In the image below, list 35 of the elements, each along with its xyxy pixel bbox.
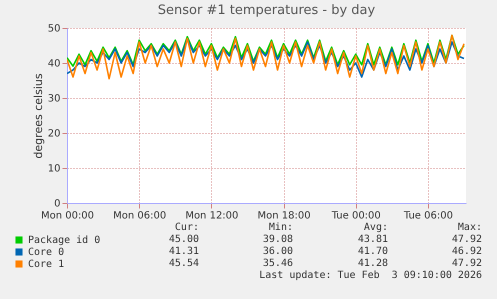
text: Last update: Tue Feb 3 09:10:00 2026: [259, 270, 482, 281]
text: Avg:: [364, 222, 388, 233]
text: 39.08: [262, 234, 293, 245]
y-tick-label: 30: [48, 94, 60, 104]
text: 47.92: [452, 258, 482, 269]
y-axis-title: degrees celsius: [32, 73, 45, 159]
y-tick-label: 20: [48, 128, 60, 140]
text: 41.70: [358, 246, 388, 257]
legend-label: Core 0: [28, 247, 64, 258]
x-tick-label: Tue 06:00: [402, 210, 453, 222]
text: 46.92: [452, 246, 482, 257]
x-tick-label: Mon 12:00: [185, 210, 238, 222]
x-tick-label: Mon 18:00: [257, 210, 311, 222]
legend-label: Core 1: [28, 259, 64, 270]
y-tick-label: 50: [48, 24, 60, 34]
y-tick-label: 10: [48, 164, 60, 174]
text: 45.00: [168, 234, 199, 245]
text: Cur:: [174, 222, 199, 233]
x-tick-label: Mon 00:00: [40, 210, 94, 222]
text: 36.00: [262, 246, 293, 257]
text: 43.81: [358, 234, 388, 245]
text: 41.31: [168, 246, 199, 257]
legend-label: Package id 0: [28, 235, 100, 246]
text: 47.92: [452, 234, 482, 245]
line-series: [67, 34, 465, 67]
text: Min:: [268, 222, 293, 233]
text: Max:: [458, 222, 482, 233]
text: 35.46: [262, 258, 293, 269]
x-tick-label: Tue 00:00: [330, 210, 381, 222]
text: 45.54: [168, 258, 199, 269]
x-tick-label: Mon 06:00: [113, 210, 166, 222]
y-tick-label: 40: [48, 58, 60, 70]
chart-title: Sensor #1 temperatures - by day: [158, 3, 376, 18]
y-tick-label: 0: [54, 198, 60, 210]
text: 41.28: [358, 258, 388, 269]
